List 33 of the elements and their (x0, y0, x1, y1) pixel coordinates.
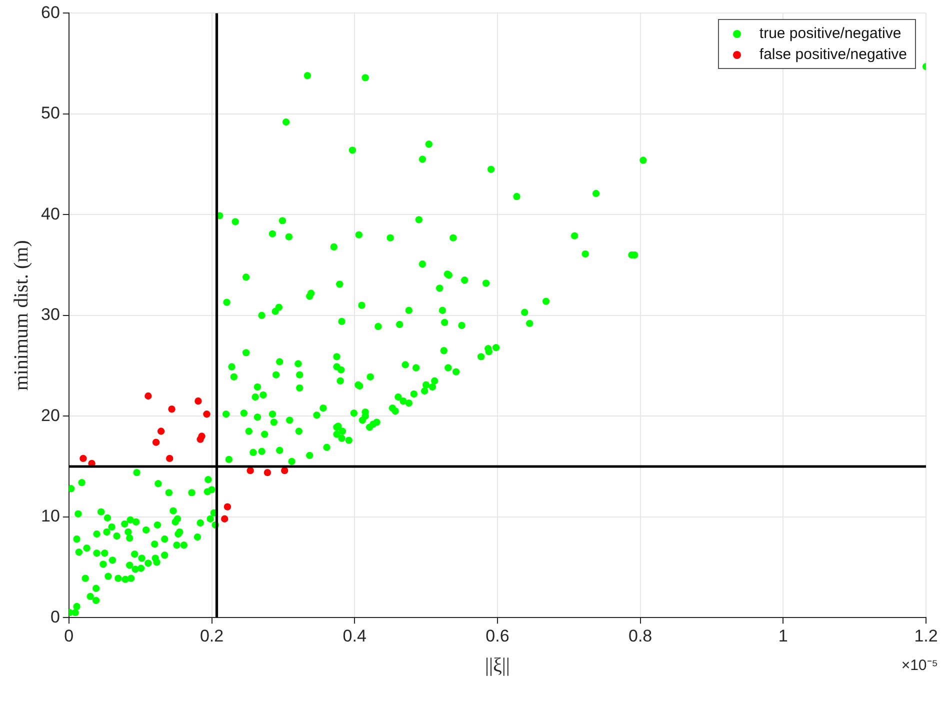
y-tick-label: 60 (40, 2, 60, 22)
x-tick-label: 1.2 (914, 626, 938, 646)
legend-label: true positive/negative (759, 25, 902, 42)
point (221, 515, 228, 522)
point (196, 436, 204, 443)
y-tick-label: 40 (40, 204, 60, 224)
x-tick-label: 1 (778, 626, 788, 646)
x-tick-label: 0.8 (628, 626, 652, 646)
y-tick-label: 10 (40, 506, 60, 526)
point (264, 468, 272, 476)
y-tick-label: 20 (40, 406, 60, 425)
x-tick-label: 0.2 (200, 626, 224, 646)
point (194, 397, 202, 405)
y-tick-label: 0 (50, 607, 60, 626)
point (224, 503, 232, 510)
point (246, 466, 254, 474)
x-tick-label: 0.6 (486, 626, 510, 646)
point (144, 392, 152, 400)
y-tick-label: 50 (40, 104, 60, 123)
point (203, 410, 210, 418)
point (281, 466, 288, 474)
x-tick-label: 0.4 (342, 626, 366, 646)
x-tick-label: 0 (64, 626, 74, 646)
y-axis-title: minimum dist. (m) (10, 240, 32, 391)
point (80, 454, 87, 462)
point (168, 405, 176, 413)
point (157, 428, 165, 435)
legend-label: false positive/negative (759, 46, 907, 64)
point (166, 454, 174, 462)
x-axis-title: ||ξ|| (484, 654, 510, 676)
text: ×10⁻⁵ (901, 656, 938, 674)
point (152, 438, 160, 446)
y-tick-label: 30 (40, 305, 60, 324)
